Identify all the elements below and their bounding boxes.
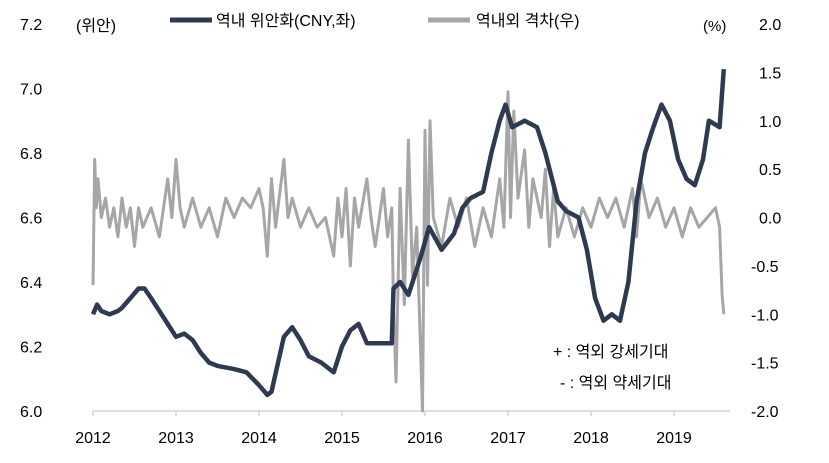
series-line-cny [90,69,727,398]
left-tick-label: 6.4 [20,275,42,292]
series-lines [90,69,727,413]
series-line-gap [91,90,726,413]
x-axis-ticks: 2012 2013 2014 2015 2016 2017 2018 2019 [75,411,692,447]
x-tick-label: 2014 [241,430,277,447]
x-tick-label: 2019 [656,430,692,447]
left-tick-label: 6.6 [20,211,42,228]
x-tick-label: 2013 [158,430,194,447]
right-tick-label: 2.0 [759,17,781,34]
legend-label-gap: 역내외 격차(우) [476,12,579,30]
left-tick-label: 7.2 [20,17,42,34]
right-axis-ticks: -2.0 -1.5 -1.0 -0.5 0.0 0.5 1.0 1.5 2.0 [751,17,781,421]
right-tick-label: 0.5 [759,162,781,179]
x-tick-label: 2017 [490,430,526,447]
right-tick-label: -1.0 [751,307,779,324]
x-tick-label: 2012 [75,430,111,447]
left-tick-label: 7.0 [20,82,42,99]
right-tick-label: 1.5 [759,65,781,82]
x-tick-label: 2018 [573,430,609,447]
right-axis-unit: (%) [703,18,726,35]
right-tick-label: 1.0 [759,114,781,131]
left-tick-label: 6.8 [20,146,42,163]
annotation-offshore-weakness: - : 역외 약세기대 [560,374,671,392]
right-tick-label: -1.5 [751,356,779,373]
x-tick-label: 2015 [324,430,360,447]
right-tick-label: 0.0 [759,211,781,228]
right-tick-label: -2.0 [751,404,779,421]
legend-label-cny: 역내 위안화(CNY,좌) [216,12,356,30]
left-tick-label: 6.2 [20,340,42,357]
annotation-offshore-strength: + : 역외 강세기대 [553,343,668,361]
legend: 역내 위안화(CNY,좌) 역내외 격차(우) [170,12,579,30]
right-tick-label: -0.5 [751,259,779,276]
x-tick-label: 2016 [407,430,443,447]
left-axis-ticks: 6.0 6.2 6.4 6.6 6.8 7.0 7.2 [20,17,42,421]
left-tick-label: 6.0 [20,404,42,421]
left-axis-unit: (위안) [76,17,116,35]
